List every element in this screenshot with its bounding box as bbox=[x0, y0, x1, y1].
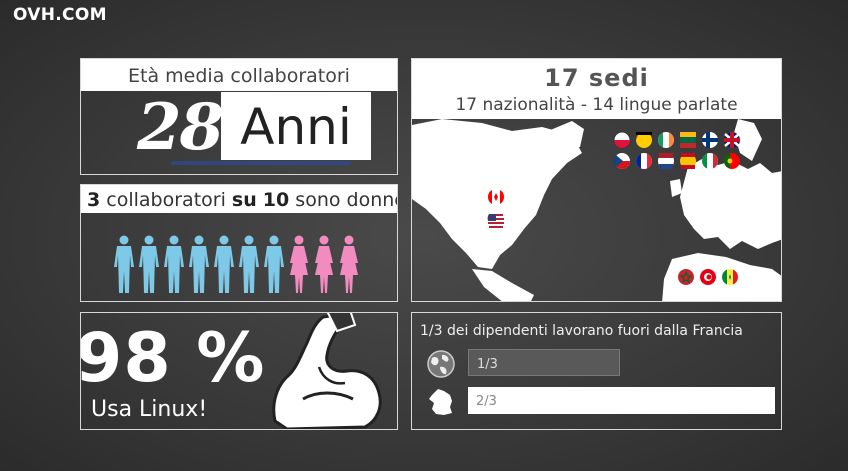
age-title: Età media collaboratori bbox=[81, 59, 397, 91]
man-icon bbox=[189, 235, 209, 293]
abroad-panel: 1/3 dei dipendenti lavorano fuori dalla … bbox=[411, 312, 782, 430]
flag-ireland-icon bbox=[657, 132, 675, 148]
flag-usa-icon bbox=[487, 213, 504, 229]
flag-netherlands-icon bbox=[658, 153, 674, 169]
globe-icon bbox=[427, 350, 455, 378]
scandinavia-shape bbox=[734, 119, 762, 161]
abroad-title: 1/3 dei dipendenti lavorano fuori dalla … bbox=[420, 323, 743, 339]
france-map-icon bbox=[429, 389, 452, 415]
flag-lithuania-icon bbox=[680, 132, 696, 148]
age-panel: Età media collaboratori 28 Anni bbox=[80, 58, 398, 175]
flag-france-icon bbox=[635, 153, 653, 169]
age-number: 28 bbox=[137, 90, 224, 165]
flag-finland-icon bbox=[702, 132, 718, 148]
abroad-bar: 1/3 bbox=[468, 349, 620, 376]
flag-spain-icon bbox=[680, 153, 696, 169]
women-total: 10 bbox=[262, 189, 290, 211]
man-icon bbox=[239, 235, 259, 293]
locations-panel: 17 sedi 17 nazionalità - 14 lingue parla… bbox=[411, 58, 782, 302]
women-title: 3 collaboratori su 10 sono donne bbox=[81, 185, 398, 213]
man-icon bbox=[264, 235, 284, 293]
woman-icon bbox=[290, 235, 308, 293]
flag-canada-icon bbox=[487, 189, 505, 205]
world-map bbox=[412, 119, 781, 301]
brand-logo[interactable]: OVH.COM bbox=[13, 5, 107, 25]
france-bar: 2/3 bbox=[468, 387, 775, 414]
woman-icon bbox=[340, 235, 358, 293]
flag-senegal-icon bbox=[721, 269, 739, 285]
flexed-arm-icon bbox=[272, 313, 382, 429]
flag-uk-icon bbox=[724, 132, 740, 148]
man-icon bbox=[164, 235, 184, 293]
age-underline bbox=[171, 161, 351, 165]
women-text1: collaboratori bbox=[106, 189, 226, 211]
europe-shape bbox=[680, 159, 781, 249]
man-icon bbox=[114, 235, 134, 293]
locations-subtitle: 17 nazionalità - 14 lingue parlate bbox=[455, 95, 738, 115]
flag-tunisia-icon bbox=[700, 269, 716, 285]
women-su: su bbox=[231, 189, 257, 211]
man-icon bbox=[139, 235, 159, 293]
woman-icon bbox=[315, 235, 333, 293]
flag-czech-icon bbox=[613, 153, 630, 169]
france-bar-label: 2/3 bbox=[476, 394, 497, 409]
linux-panel: 98 % Usa Linux! bbox=[80, 312, 398, 430]
women-count: 3 bbox=[87, 189, 101, 211]
central-america-shape bbox=[472, 269, 534, 301]
locations-title: 17 sedi bbox=[544, 64, 649, 92]
abroad-bar-label: 1/3 bbox=[477, 357, 498, 372]
flag-morocco-icon bbox=[678, 269, 694, 285]
women-panel: 3 collaboratori su 10 sono donne bbox=[80, 184, 398, 302]
flag-italy-icon bbox=[701, 153, 719, 169]
man-icon bbox=[214, 235, 234, 293]
women-text2: sono donne bbox=[295, 189, 398, 211]
linux-label: Usa Linux! bbox=[91, 397, 208, 422]
africa-shape bbox=[662, 253, 781, 301]
greenland-shape bbox=[548, 121, 584, 151]
flag-portugal-icon bbox=[724, 153, 740, 169]
flag-poland-icon bbox=[613, 131, 631, 149]
linux-percent: 98 % bbox=[80, 319, 266, 398]
uk-shape bbox=[670, 179, 682, 197]
age-unit: Anni bbox=[221, 92, 371, 160]
people-row bbox=[113, 235, 373, 297]
locations-header: 17 sedi 17 nazionalità - 14 lingue parla… bbox=[412, 59, 781, 119]
flag-germany-icon bbox=[636, 130, 652, 148]
